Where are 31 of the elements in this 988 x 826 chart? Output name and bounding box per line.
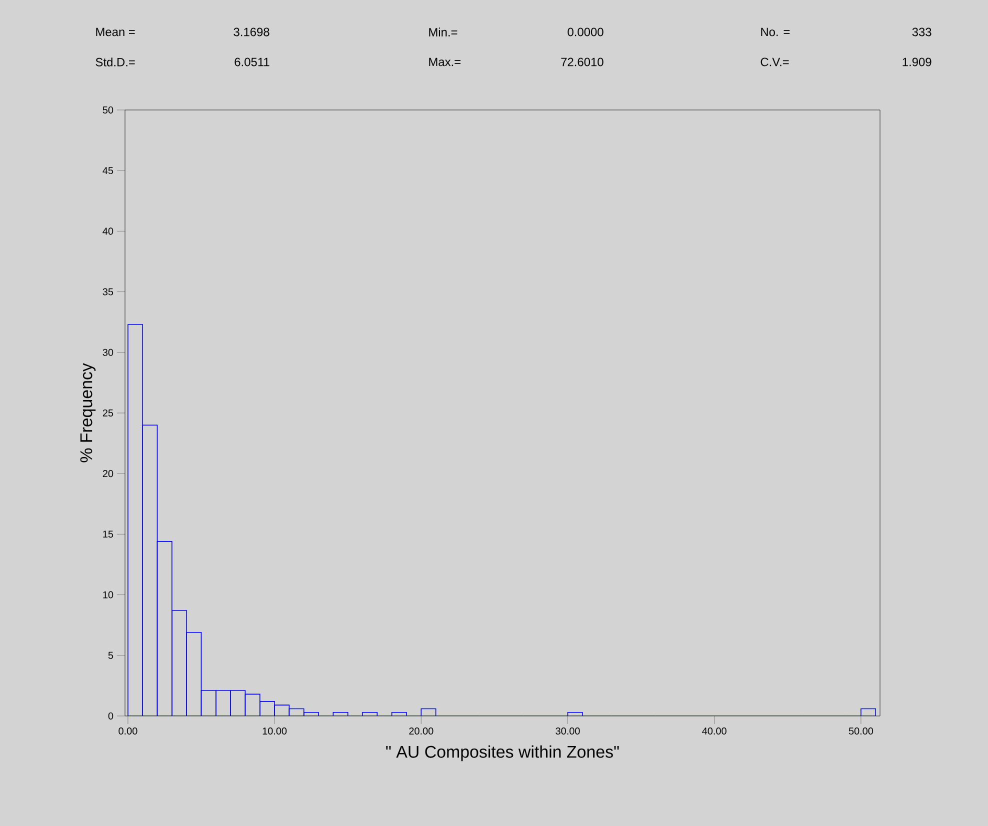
x-tick-label: 40.00 [702, 728, 726, 735]
text: No. = [761, 28, 790, 36]
text: Mean = [96, 28, 135, 36]
x-tick-label: 10.00 [262, 728, 287, 735]
x-tick-label: 50.00 [848, 728, 874, 735]
y-tick-label: 15 [103, 530, 114, 538]
text: 6.0511 [234, 58, 270, 66]
text: 333 [912, 28, 932, 36]
y-tick-label: 35 [102, 288, 114, 296]
y-tick-label: 45 [102, 167, 114, 174]
x-tick-label: 0.00 [118, 728, 138, 735]
y-tick-label: 0 [108, 712, 114, 720]
text: Min.= [429, 28, 458, 36]
y-tick-label: 50 [102, 106, 114, 114]
text: Max.= [429, 58, 461, 66]
y-tick-label: 20 [102, 470, 114, 478]
text: 3.1698 [234, 28, 270, 36]
y-axis-title: % Frequency [80, 363, 96, 462]
x-tick-label: 20.00 [409, 728, 434, 735]
text: 1.909 [902, 58, 932, 66]
y-tick-label: 25 [102, 409, 114, 417]
y-tick-label: 5 [108, 652, 114, 659]
text: C.V.= [760, 58, 789, 66]
x-tick-label: 30.00 [556, 728, 580, 735]
y-tick-label: 10 [103, 591, 114, 598]
text: 72.6010 [561, 58, 604, 66]
text: 0.0000 [568, 28, 604, 36]
y-tick-label: 40 [102, 228, 114, 235]
y-tick-label: 30 [102, 348, 114, 356]
text: Std.D.= [96, 58, 135, 66]
x-axis-title: " AU Composites within Zones" [386, 745, 619, 762]
